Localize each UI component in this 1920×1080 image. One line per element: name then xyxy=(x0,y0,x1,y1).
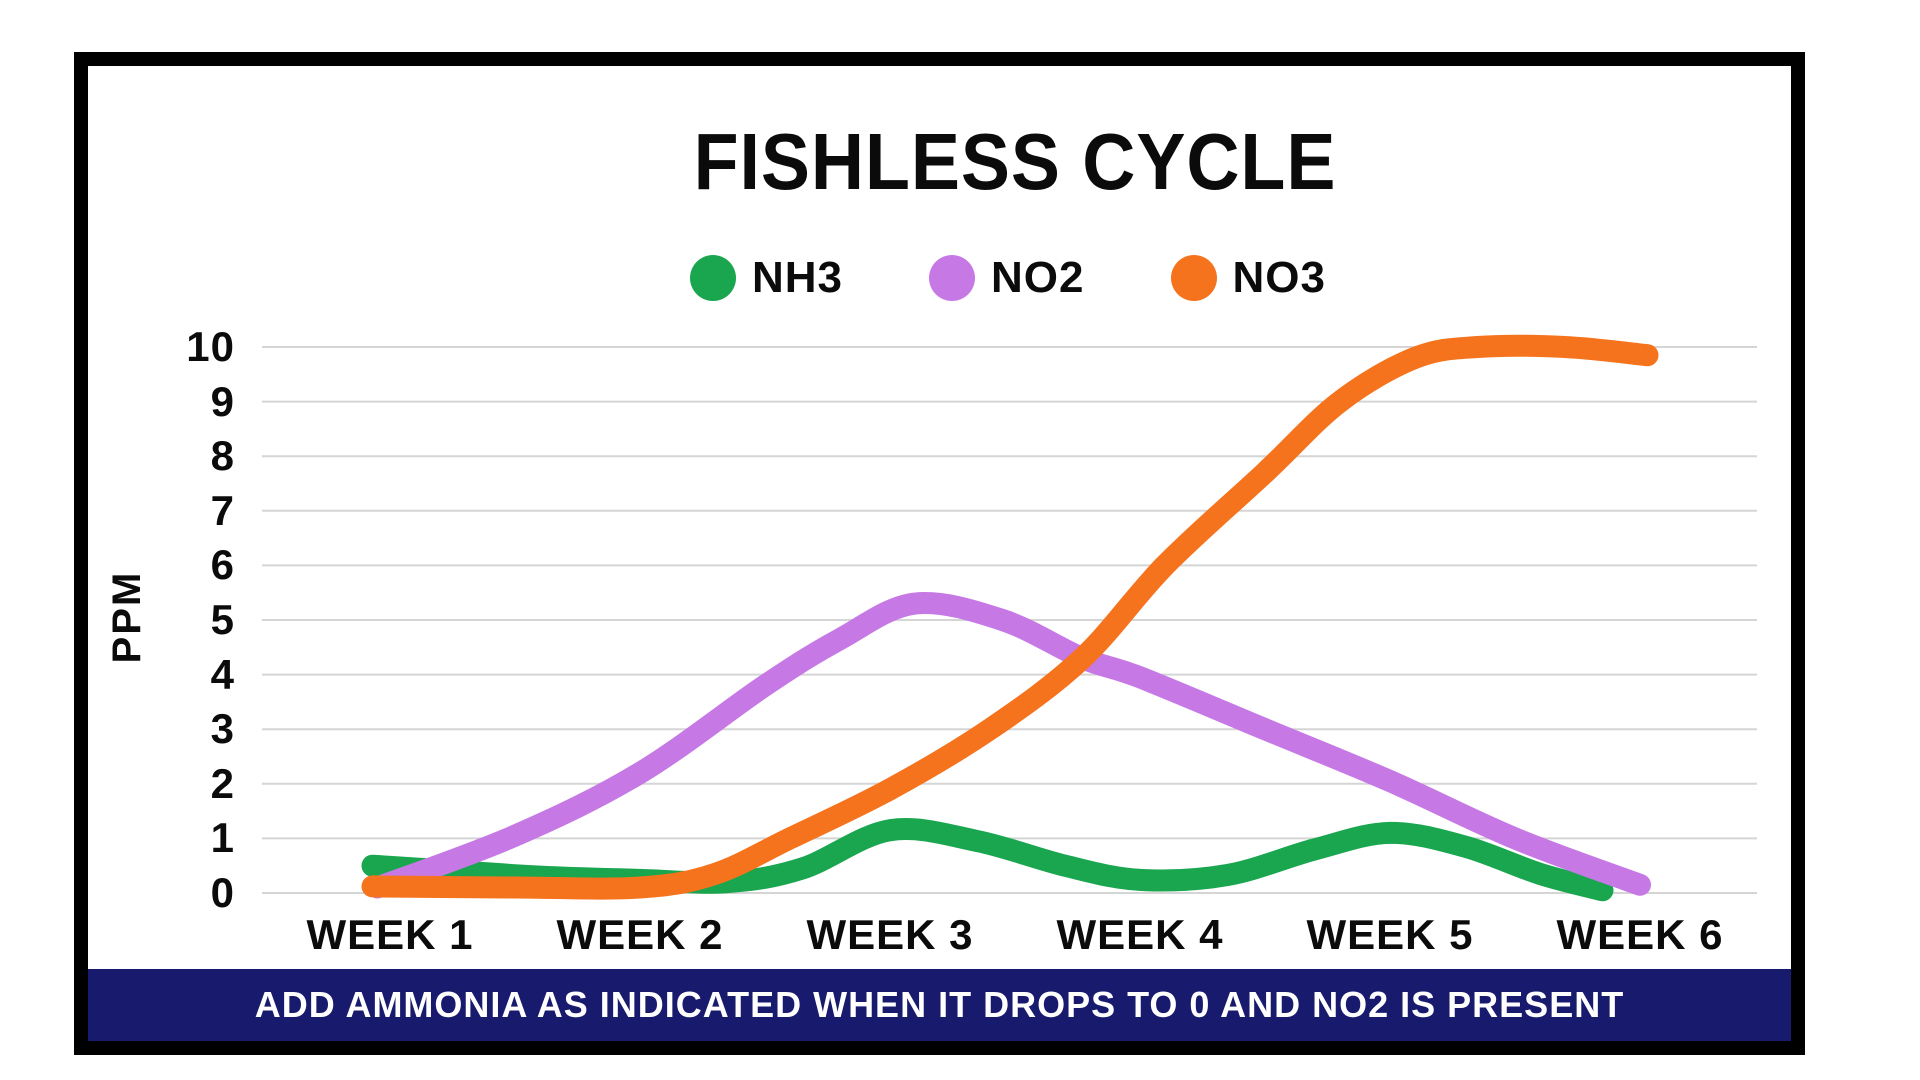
nh3-dot-icon xyxy=(690,255,736,301)
y-tick-2: 2 xyxy=(210,759,235,807)
y-tick-5: 5 xyxy=(210,596,235,643)
y-tick-8: 8 xyxy=(210,432,235,480)
legend-label-nh3: NH3 xyxy=(752,253,844,302)
legend: NH3 NO2 NO3 xyxy=(308,250,1708,306)
y-axis-label: PPM xyxy=(104,570,149,664)
x-tick-week3: WEEK 3 xyxy=(806,911,974,958)
y-tick-7: 7 xyxy=(210,486,235,534)
y-tick-10: 10 xyxy=(186,323,235,370)
x-tick-week1: WEEK 1 xyxy=(306,911,474,958)
legend-label-no2: NO2 xyxy=(991,253,1085,302)
y-tick-4: 4 xyxy=(210,650,235,698)
y-tick-6: 6 xyxy=(210,541,235,589)
x-tick-week2: WEEK 2 xyxy=(556,911,724,958)
banner-text: ADD AMMONIA AS INDICATED WHEN IT DROPS T… xyxy=(254,984,1625,1025)
x-tick-week5: WEEK 5 xyxy=(1306,911,1474,958)
legend-item-no2: NO2 xyxy=(929,255,1084,301)
y-tick-3: 3 xyxy=(210,705,235,753)
y-tick-9: 9 xyxy=(210,377,235,425)
legend-item-no3: NO3 xyxy=(1170,253,1326,302)
no2-dot-icon xyxy=(929,255,976,301)
chart-title: FISHLESS CYCLE xyxy=(693,117,1337,206)
x-tick-week4: WEEK 4 xyxy=(1056,911,1224,958)
legend-item-nh3: NH3 xyxy=(690,255,843,301)
y-tick-0: 0 xyxy=(210,869,235,916)
x-tick-week6: WEEK 6 xyxy=(1556,911,1724,958)
y-tick-1: 1 xyxy=(210,814,235,862)
legend-label-no3: NO3 xyxy=(1232,253,1326,302)
bottom-banner: ADD AMMONIA AS INDICATED WHEN IT DROPS T… xyxy=(88,969,1791,1041)
no3-dot-icon xyxy=(1170,255,1217,301)
